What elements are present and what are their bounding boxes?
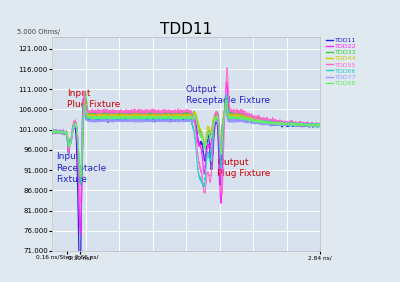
Legend: TDD11, TDD22, TDD33, TDD44, TDD55, TDD66, TDD77, TDD88: TDD11, TDD22, TDD33, TDD44, TDD55, TDD66… <box>326 38 356 86</box>
Text: Input
Plug Fixture: Input Plug Fixture <box>67 89 120 109</box>
Text: Output
Receptacle Fixture: Output Receptacle Fixture <box>186 85 270 105</box>
Text: Input
Receptacle
Fixture: Input Receptacle Fixture <box>56 153 106 184</box>
Text: 5.000 Ohms/: 5.000 Ohms/ <box>17 28 60 34</box>
Text: Output
Plug Fixture: Output Plug Fixture <box>217 158 270 178</box>
Title: TDD11: TDD11 <box>160 22 212 37</box>
